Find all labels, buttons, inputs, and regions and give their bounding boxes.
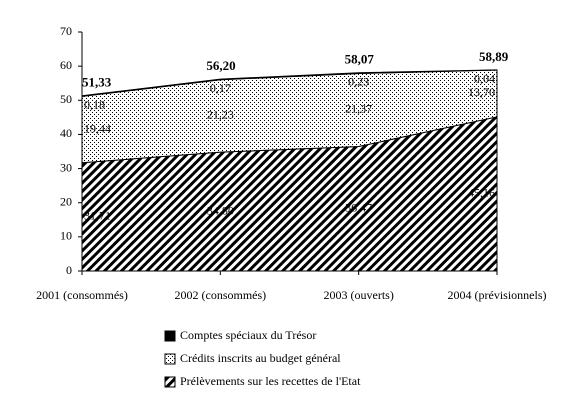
y-tick-label: 60 xyxy=(60,58,72,72)
data-label: 45,16 xyxy=(468,186,495,200)
legend-swatch xyxy=(164,353,176,365)
y-tick-label: 20 xyxy=(60,194,72,208)
data-label: 34,80 xyxy=(207,203,234,217)
data-label: 0,17 xyxy=(210,81,231,95)
y-tick-label: 70 xyxy=(60,24,72,38)
data-label: 0,23 xyxy=(348,74,369,88)
legend-swatch xyxy=(164,376,176,388)
x-tick-label: 2001 (consommés) xyxy=(36,288,128,302)
data-label: 36,47 xyxy=(345,200,372,214)
data-label: 19,44 xyxy=(84,121,111,135)
data-label: 21,37 xyxy=(345,102,372,116)
y-tick-label: 50 xyxy=(60,92,72,106)
data-label: 13,70 xyxy=(468,85,495,99)
x-tick-label: 2004 (prévisionnels) xyxy=(448,288,547,302)
y-tick-label: 10 xyxy=(60,229,72,243)
x-tick-label: 2002 (consommés) xyxy=(175,288,267,302)
data-label: 31,71 xyxy=(84,209,111,223)
legend-swatch xyxy=(164,330,176,342)
total-label: 58,89 xyxy=(479,49,509,64)
total-label: 58,07 xyxy=(345,52,375,67)
y-tick-label: 30 xyxy=(60,160,72,174)
legend-label: Crédits inscrits au budget général xyxy=(180,351,341,365)
data-label: 21,23 xyxy=(207,108,234,122)
x-tick-label: 2003 (ouverts) xyxy=(324,288,394,302)
data-label: 0,04 xyxy=(474,72,495,86)
area xyxy=(81,69,498,97)
total-label: 56,20 xyxy=(206,58,235,73)
data-label: 0,18 xyxy=(84,97,105,111)
legend-label: Comptes spéciaux du Trésor xyxy=(180,328,316,342)
total-label: 51,33 xyxy=(82,75,112,90)
y-tick-label: 40 xyxy=(60,126,72,140)
legend-label: Prélèvements sur les recettes de l'Etat xyxy=(180,374,361,388)
y-tick-label: 0 xyxy=(66,263,72,277)
